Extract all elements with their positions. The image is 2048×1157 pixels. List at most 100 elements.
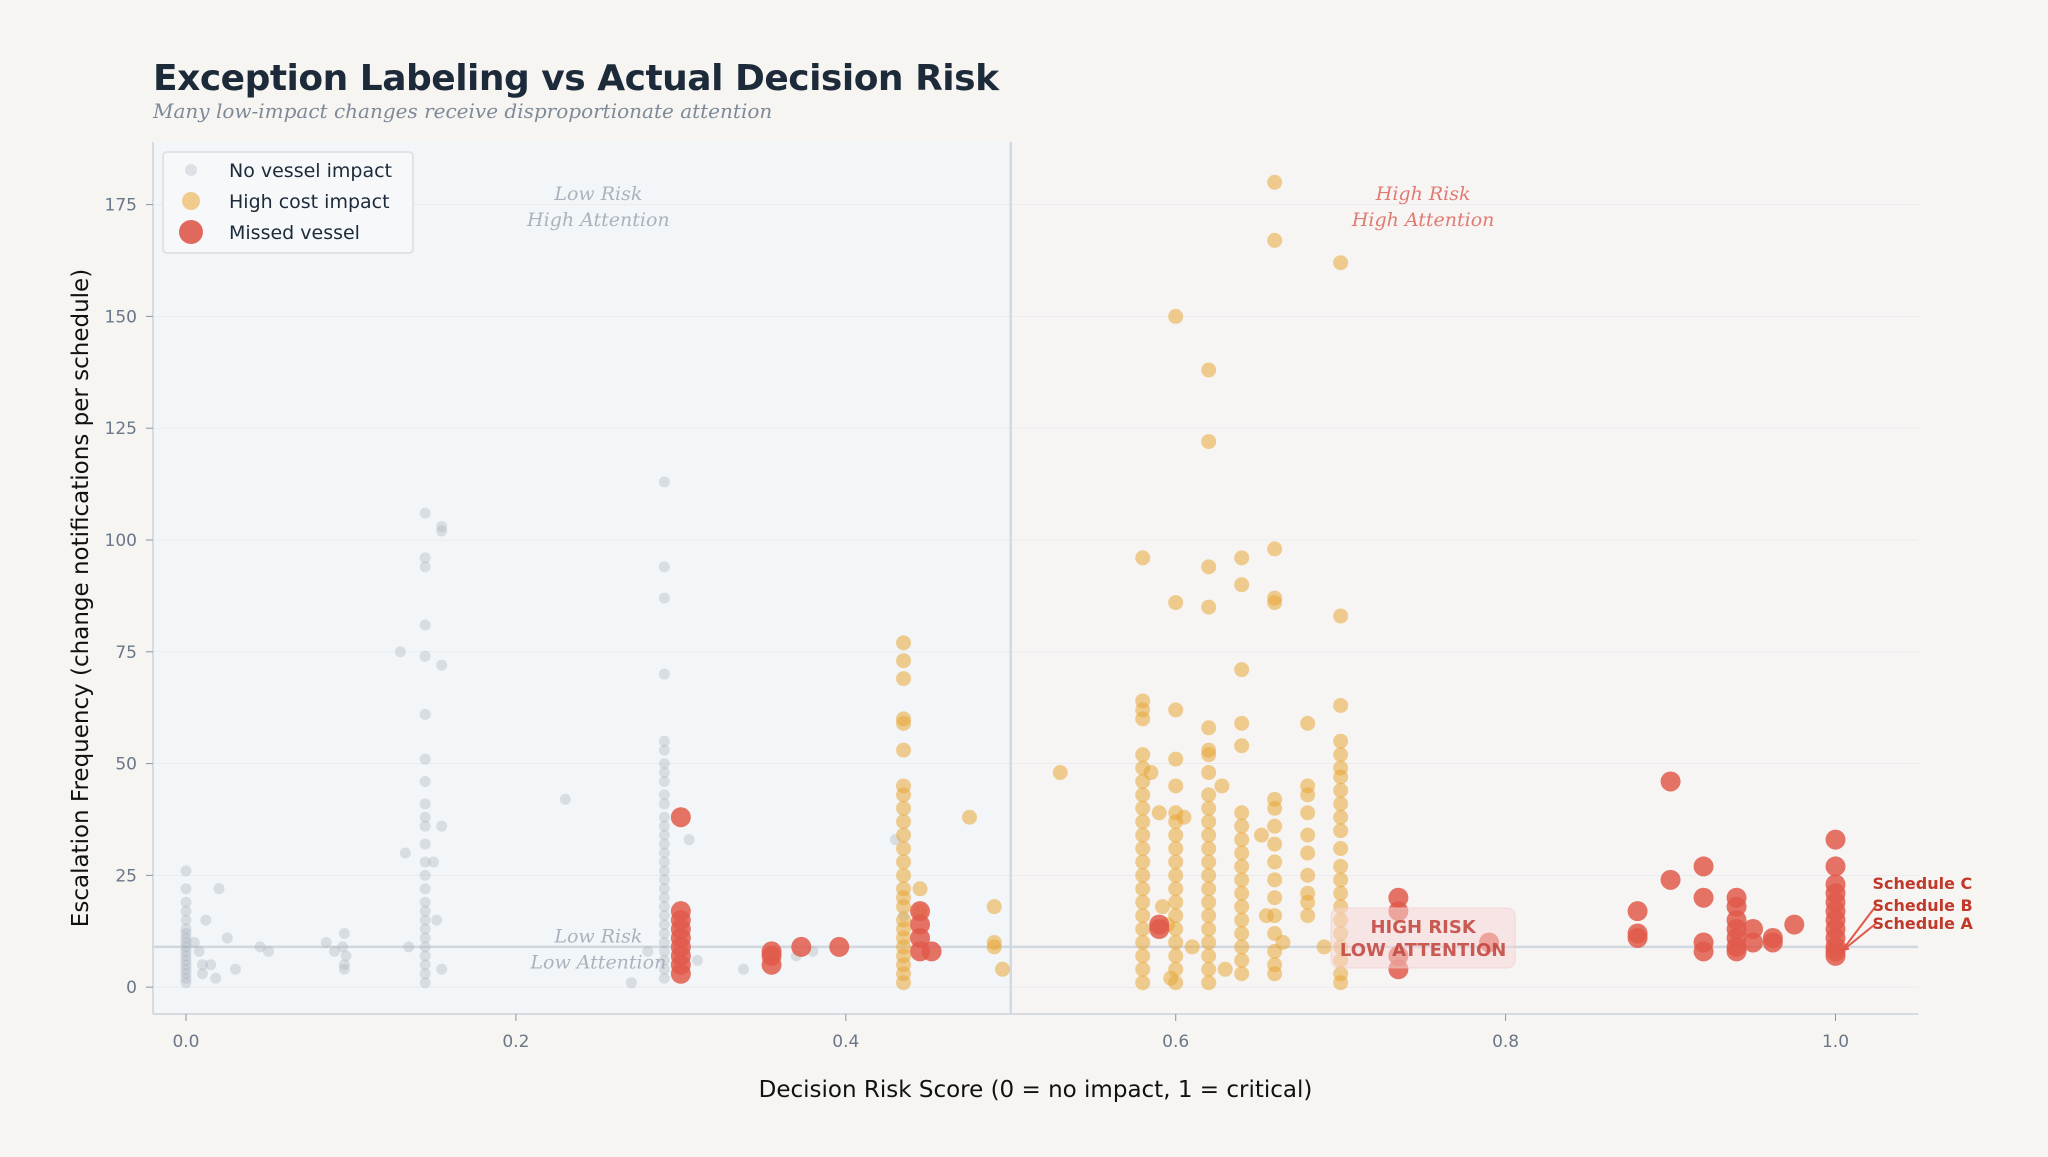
x-axis-label: Decision Risk Score (0 = no impact, 1 = … [759,1077,1313,1103]
no-vessel-point [403,941,415,953]
no-vessel-point [340,950,352,962]
no-vessel-point [419,950,431,962]
high-cost-point [1275,934,1291,950]
annotation-arrowhead [1841,943,1850,952]
quadrant-labels: Low Risk High Attention High Risk High Atte… [526,183,1494,973]
no-vessel-point [658,767,670,779]
no-vessel-point [625,977,637,989]
high-cost-point [896,671,912,687]
no-vessel-point [419,905,431,917]
high-cost-point [1300,827,1316,843]
no-vessel-point [419,798,431,810]
high-cost-point [1267,890,1283,906]
no-vessel-point [658,963,670,975]
y-tick-label: 125 [105,419,137,439]
no-vessel-point [436,521,448,533]
high-cost-point [1201,881,1217,897]
high-cost-point [1234,885,1250,901]
no-vessel-point [419,619,431,631]
no-vessel-point [180,905,192,917]
missed-point [1825,829,1846,850]
chart-subtitle: Many low-impact changes receive dispropo… [153,99,773,123]
no-vessel-point [658,901,670,913]
no-vessel-point [196,968,208,980]
missed-point [670,963,691,984]
data-points [180,174,1846,991]
high-cost-point [1234,926,1250,942]
high-cost-point [1316,939,1332,955]
no-vessel-point [213,883,225,895]
high-cost-point [1201,921,1217,937]
no-vessel-point [658,744,670,756]
high-cost-point [1201,948,1217,964]
high-cost-point [986,939,1002,955]
high-cost-point [1135,800,1151,816]
high-cost-point [1135,841,1151,857]
missed-point [1627,901,1648,922]
no-vessel-point [427,856,439,868]
high-cost-point [1135,894,1151,910]
high-cost-point [1201,854,1217,870]
no-vessel-point [328,945,340,957]
high-cost-point [1300,867,1316,883]
no-vessel-point [658,735,670,747]
quadrant-label-line: High Risk [1375,183,1471,205]
no-vessel-point [658,883,670,895]
high-cost-point [1135,908,1151,924]
no-vessel-point [419,820,431,832]
no-vessel-point [658,972,670,984]
high-cost-point [1333,796,1349,812]
schedule-label: Schedule C [1873,874,1973,893]
high-cost-point [1201,787,1217,803]
high-cost-point [1333,975,1349,991]
no-vessel-point [180,954,192,966]
y-tick-label: 100 [105,531,137,551]
y-tick-label: 25 [115,866,137,886]
high-cost-point [1168,854,1184,870]
high-cost-point [1168,702,1184,718]
no-vessel-point [338,963,350,975]
high-cost-point [1201,894,1217,910]
missed-point [1726,941,1747,962]
no-vessel-point [559,793,571,805]
high-cost-point [896,800,912,816]
callout-text: LOW ATTENTION [1340,940,1506,961]
missed-point [761,954,782,975]
high-cost-point [1201,934,1217,950]
no-vessel-point [229,963,241,975]
quadrant-label: Low Risk High Attention [526,183,670,231]
no-vessel-point [658,838,670,850]
no-vessel-point [691,954,703,966]
missed-point [670,807,691,828]
no-vessel-point [254,941,266,953]
high-cost-point [1333,782,1349,798]
high-cost-point [896,814,912,830]
no-vessel-point [658,820,670,832]
high-cost-point [1135,787,1151,803]
high-cost-point [1052,765,1068,781]
high-cost-point [1300,715,1316,731]
series-no_vessel [180,476,910,989]
high-cost-point [1201,841,1217,857]
missed-point [1660,869,1681,890]
high-cost-point [1168,881,1184,897]
no-vessel-point [394,646,406,658]
no-vessel-point [180,977,192,989]
no-vessel-point [180,914,192,926]
legend-label: High cost impact [229,191,390,213]
no-vessel-point [436,525,448,537]
high-cost-point [1267,966,1283,982]
high-cost-point [1168,975,1184,991]
high-cost-point [1234,845,1250,861]
high-cost-point [1201,827,1217,843]
no-vessel-point [338,959,350,971]
no-vessel-point [205,959,217,971]
high-cost-point [1333,885,1349,901]
high-cost-point [1234,939,1250,955]
no-vessel-point [642,945,654,957]
high-cost-point [1201,961,1217,977]
no-vessel-point [419,856,431,868]
high-cost-point [1333,255,1349,271]
high-cost-point [1234,550,1250,566]
